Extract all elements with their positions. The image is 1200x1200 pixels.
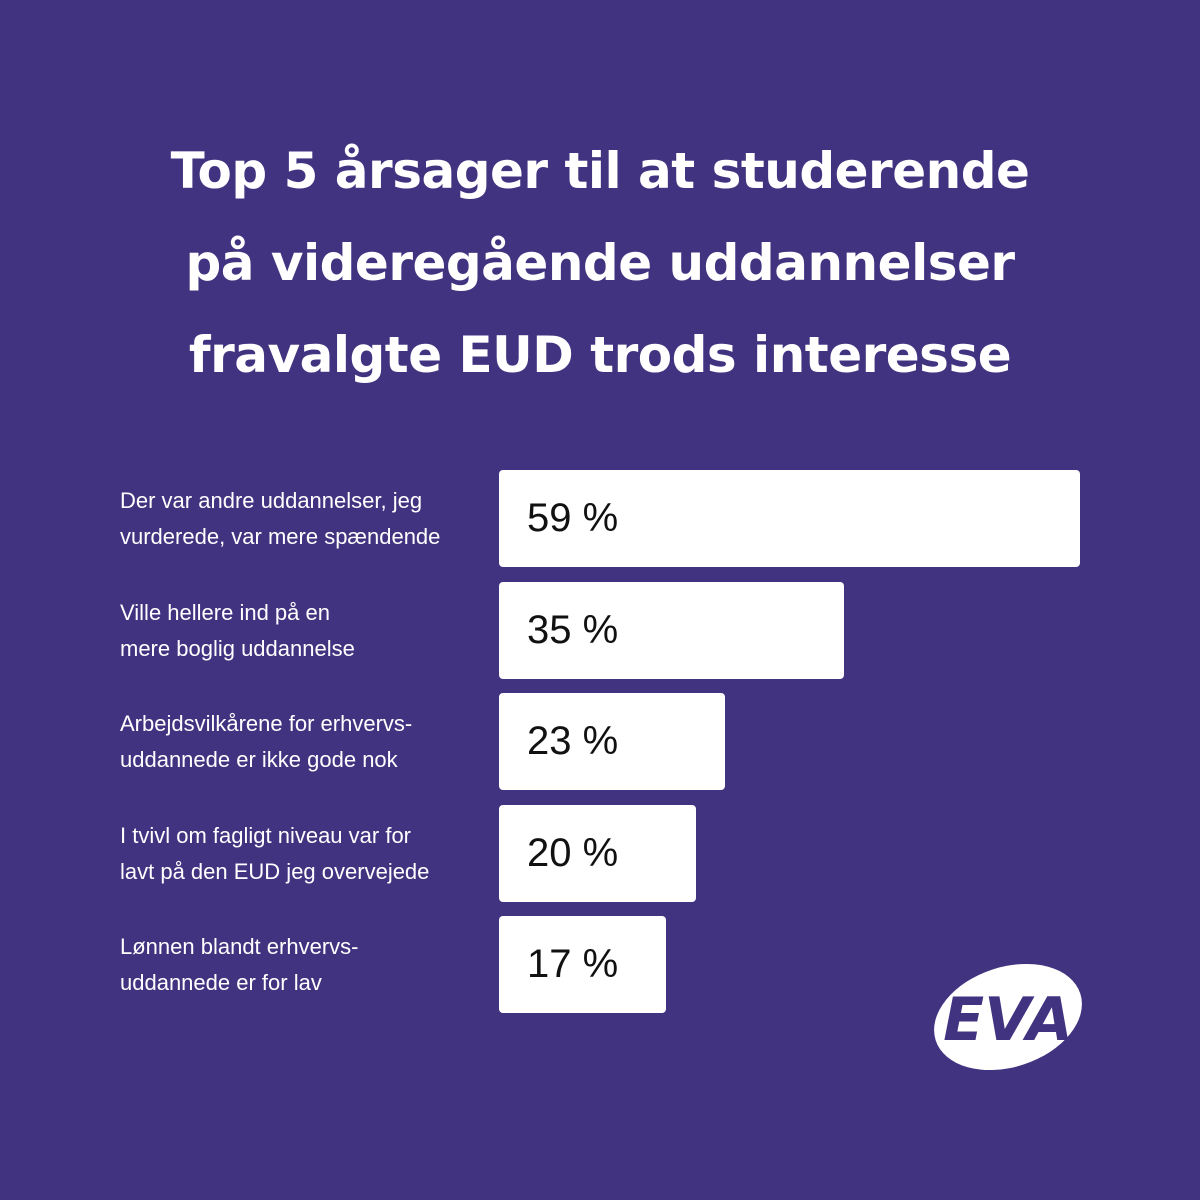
- bar-value-label: 59 %: [527, 496, 619, 540]
- bar-value-label: 35 %: [527, 608, 619, 652]
- bar: [499, 693, 725, 790]
- bar-category-label: Arbejdsvilkårene for erhvervs- uddannede…: [120, 711, 413, 772]
- bar: [499, 582, 844, 679]
- bar: [499, 805, 696, 902]
- bar-value-label: 20 %: [527, 831, 619, 875]
- bar-category-label: Lønnen blandt erhvervs- uddannede er for…: [120, 934, 359, 995]
- bar-value-label: 17 %: [527, 942, 619, 986]
- bar: [499, 470, 1080, 567]
- eva-logo-icon: EVA: [934, 963, 1082, 1071]
- bar-value-label: 23 %: [527, 719, 619, 763]
- bar-category-label: I tvivl om fagligt niveau var for lavt p…: [120, 823, 430, 884]
- bar: [499, 916, 666, 1013]
- bar-category-label: Ville hellere ind på en mere boglig udda…: [120, 600, 355, 661]
- chart-title: Top 5 årsager til at studerende på vider…: [170, 142, 1030, 384]
- svg-text:EVA: EVA: [943, 985, 1073, 1055]
- bar-category-label: Der var andre uddannelser, jeg vurderede…: [120, 488, 441, 549]
